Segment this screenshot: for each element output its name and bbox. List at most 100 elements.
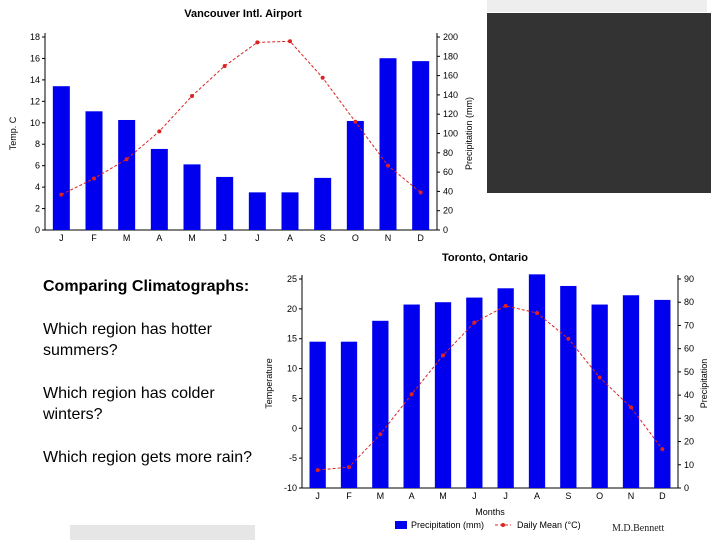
vancouver-left-tick-label: 12 <box>30 96 40 106</box>
vancouver-right-tick-label: 140 <box>443 90 458 100</box>
vancouver-right-tick-label: 100 <box>443 129 458 139</box>
toronto-precip-bar <box>622 295 640 488</box>
vancouver-right-tick-label: 80 <box>443 148 453 158</box>
vancouver-month-label: A <box>287 233 293 243</box>
vancouver-right-tick-label: 200 <box>443 32 458 42</box>
toronto-temp-point <box>315 468 320 473</box>
toronto-precip-bar <box>560 285 577 488</box>
toronto-temp-point <box>660 447 665 452</box>
toronto-month-label: J <box>503 491 508 501</box>
toronto-right-tick-label: 10 <box>684 460 694 470</box>
toronto-right-tick-label: 20 <box>684 437 694 447</box>
question-colder: Which region has colder winters? <box>43 385 215 423</box>
toronto-temp-point <box>441 353 445 358</box>
toronto-left-tick-label: 5 <box>292 393 297 403</box>
vancouver-month-label: M <box>188 233 196 243</box>
vancouver-month-label: D <box>417 233 424 243</box>
vancouver-right-tick-label: 40 <box>443 186 453 196</box>
vancouver-month-label: J <box>222 233 227 243</box>
toronto-legend-point-swatch <box>501 523 505 527</box>
image-placeholder <box>487 13 711 193</box>
toronto-legend-temp: Daily Mean (°C) <box>517 520 581 530</box>
toronto-month-label: F <box>346 491 352 501</box>
vancouver-right-tick-label: 180 <box>443 51 458 61</box>
vancouver-title: Vancouver Intl. Airport <box>184 8 302 20</box>
toronto-temp-point <box>503 303 508 308</box>
vancouver-left-tick-label: 18 <box>30 32 40 42</box>
toronto-temp-line <box>317 305 663 471</box>
vancouver-temp-point <box>124 157 129 162</box>
toronto-temp-point <box>409 392 414 397</box>
vancouver-left-tick-label: 4 <box>35 182 40 192</box>
vancouver-temp-line <box>61 40 421 196</box>
vancouver-right-tick-label: 60 <box>443 167 453 177</box>
toronto-temp-point <box>347 465 351 470</box>
toronto-temp-point <box>378 432 383 437</box>
vancouver-precip-bar <box>248 192 266 230</box>
toronto-month-label: N <box>628 491 635 501</box>
vancouver-precip-bar <box>85 111 103 230</box>
toronto-left-tick-label: 20 <box>287 304 297 314</box>
credit-label: M.D.Bennett <box>612 523 665 534</box>
vancouver-left-tick-label: 16 <box>30 53 40 63</box>
toronto-left-tick-label: 10 <box>287 364 297 374</box>
toronto-right-tick-label: 50 <box>684 367 694 377</box>
toronto-precip-bar <box>434 302 452 488</box>
toronto-left-tick-label: -5 <box>289 453 297 463</box>
toronto-left-axis-label: Temperature <box>264 358 274 409</box>
vancouver-left-tick-label: 14 <box>30 75 40 85</box>
vancouver-temp-point <box>157 129 162 134</box>
vancouver-left-tick-label: 2 <box>35 204 40 214</box>
vancouver-month-label: F <box>91 233 97 243</box>
toronto-precip-bar <box>372 320 389 488</box>
toronto-temp-point <box>566 336 571 341</box>
questions-panel: Comparing Climatographs: Which region ha… <box>43 276 263 490</box>
vancouver-temp-point <box>255 40 260 45</box>
chart-vancouver: Vancouver Intl. Airport 0 2 4 6 8 10 12 14 16 180 2… <box>8 8 474 243</box>
vancouver-precip-bar <box>183 164 201 230</box>
vancouver-precip-bar <box>216 176 234 230</box>
toronto-right-tick-label: 60 <box>684 344 694 354</box>
toronto-precip-bar <box>340 341 358 488</box>
toronto-precip-bar <box>466 297 483 488</box>
vancouver-left-tick-label: 8 <box>35 139 40 149</box>
bottom-strip <box>70 525 255 540</box>
toronto-right-tick-label: 70 <box>684 320 694 330</box>
chart-toronto: -10 -5 0 5 10 15 20 25 0 10 20 30 40 50 60 70 80 90 J F M A M J… <box>264 274 709 530</box>
vancouver-month-label: A <box>156 233 162 243</box>
vancouver-right-tick-label: 0 <box>443 225 448 235</box>
question-hotter: Which region has hotter summers? <box>43 321 212 359</box>
toronto-right-axis-label: Precipitation <box>699 359 709 409</box>
toronto-precip-bar <box>309 341 326 488</box>
toronto-precip-bar <box>403 304 420 488</box>
vancouver-month-label: J <box>255 233 260 243</box>
toronto-x-axis-label: Months <box>475 507 505 517</box>
vancouver-precip-bar <box>346 120 364 230</box>
toronto-month-label: J <box>472 491 477 501</box>
toronto-right-tick-label: 90 <box>684 274 694 284</box>
toronto-temp-point <box>629 405 633 410</box>
toronto-month-label: S <box>565 491 571 501</box>
vancouver-month-label: N <box>385 233 392 243</box>
toronto-month-label: O <box>596 491 603 501</box>
toronto-month-label: M <box>439 491 447 501</box>
toronto-legend-precip: Precipitation (mm) <box>411 520 484 530</box>
toronto-left-tick-label: -10 <box>284 483 297 493</box>
slide-heading: Comparing Climatographs: <box>43 278 250 295</box>
vancouver-right-tick-label: 160 <box>443 71 458 81</box>
toronto-right-tick-label: 0 <box>684 483 689 493</box>
toronto-month-label: A <box>534 491 540 501</box>
vancouver-left-tick-label: 10 <box>30 118 40 128</box>
toronto-precip-bar <box>654 299 671 488</box>
toronto-precip-bar <box>528 274 546 488</box>
toronto-title-holder: Toronto, Ontario <box>442 252 528 264</box>
vancouver-left-tick-label: 6 <box>35 161 40 171</box>
vancouver-precip-bar <box>281 192 299 230</box>
toronto-left-tick-label: 15 <box>287 334 297 344</box>
vancouver-month-label: O <box>352 233 359 243</box>
top-strip <box>487 0 707 12</box>
vancouver-temp-point <box>320 75 325 80</box>
toronto-title: Toronto, Ontario <box>442 252 528 264</box>
vancouver-month-label: J <box>59 233 64 243</box>
toronto-precip-bar <box>497 288 514 488</box>
